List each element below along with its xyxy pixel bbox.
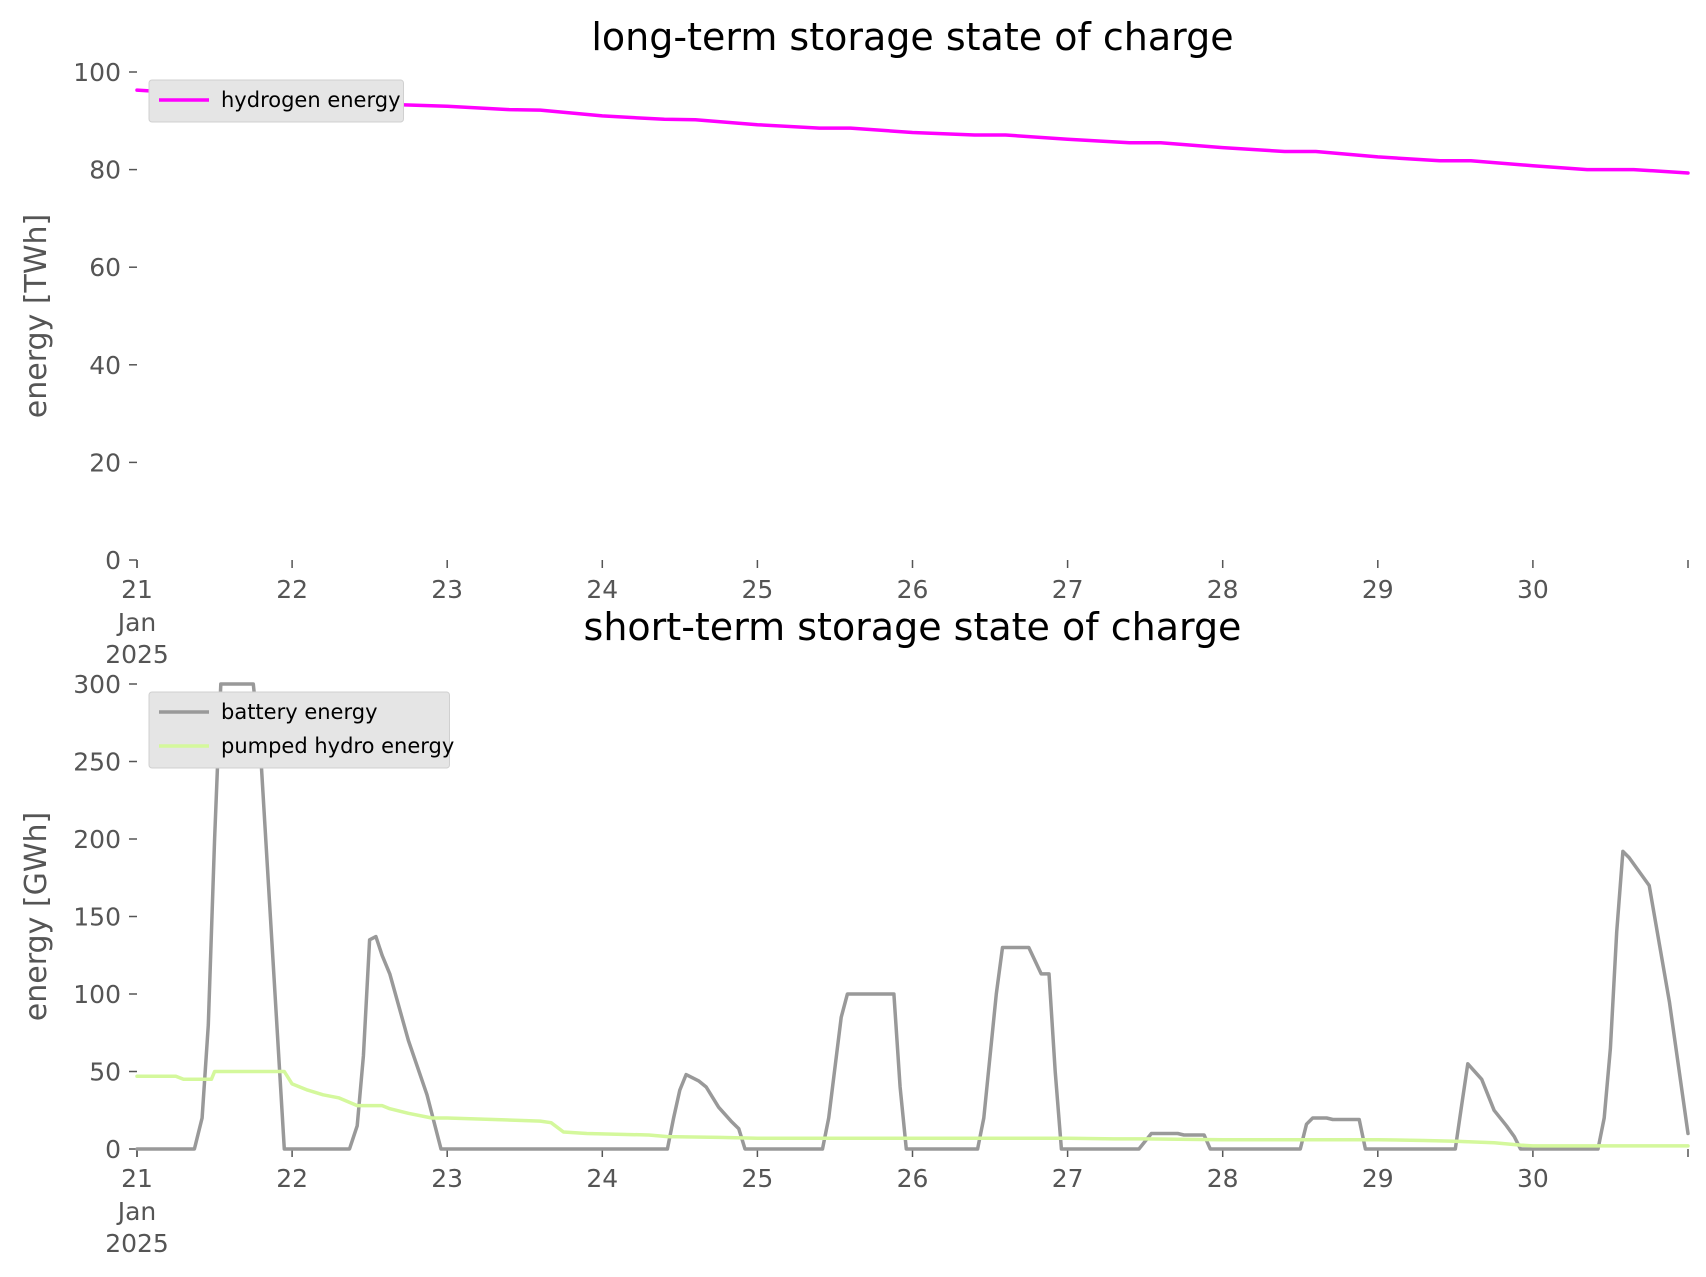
short-term-chart-panel: short-term storage state of charge energy…: [19, 605, 1690, 1258]
short-term-y-tick-label: 150: [73, 903, 121, 932]
short-term-y-tick-label: 100: [73, 980, 121, 1009]
short-term-legend: battery energy pumped hydro energy: [148, 691, 454, 769]
short-term-x-tick-label: 21: [121, 1164, 153, 1193]
long-term-legend-box: [148, 79, 404, 123]
short-term-x-tick-date-label: Jan: [116, 1197, 157, 1226]
long-term-x-tick-label: 27: [1052, 575, 1084, 604]
long-term-chart-title: long-term storage state of charge: [591, 15, 1233, 59]
short-term-legend-label: battery energy: [221, 700, 378, 724]
short-term-y-tick-label: 50: [89, 1058, 121, 1087]
long-term-x-tick-date-label: 2025: [105, 640, 169, 669]
long-term-y-tick-label: 0: [105, 546, 121, 575]
long-term-y-axis-label: energy [TWh]: [19, 214, 54, 418]
short-term-x-tick-label: 30: [1517, 1164, 1549, 1193]
long-term-legend-label: hydrogen energy: [221, 88, 401, 112]
long-term-x-tick-label: 24: [586, 575, 618, 604]
short-term-chart-title: short-term storage state of charge: [584, 605, 1242, 649]
short-term-y-tick-label: 300: [73, 670, 121, 699]
long-term-x-tick-label: 30: [1517, 575, 1549, 604]
short-term-y-axis-label: energy [GWh]: [19, 812, 54, 1021]
long-term-x-tick-label: 23: [431, 575, 463, 604]
short-term-y-tick-label: 0: [105, 1135, 121, 1164]
short-term-x-tick-date-label: 2025: [105, 1229, 169, 1258]
long-term-series-line-1: [135, 88, 1690, 175]
short-term-y-tick-label: 250: [73, 748, 121, 777]
long-term-x-tick-label: 26: [897, 575, 929, 604]
short-term-x-tick-label: 26: [897, 1164, 929, 1193]
short-term-x-tick-label: 29: [1362, 1164, 1394, 1193]
long-term-chart-panel: long-term storage state of charge energy …: [19, 15, 1690, 669]
short-term-legend-box: [148, 691, 450, 769]
short-term-x-tick-label: 28: [1207, 1164, 1239, 1193]
short-term-series-line-1: [135, 682, 1690, 1151]
long-term-y-tick-label: 80: [89, 156, 121, 185]
short-term-x-tick-label: 27: [1052, 1164, 1084, 1193]
long-term-y-tick-label: 20: [89, 448, 121, 477]
long-term-y-tick-label: 100: [73, 58, 121, 87]
long-term-x-tick-label: 28: [1207, 575, 1239, 604]
long-term-x-tick-label: 22: [276, 575, 308, 604]
long-term-y-tick-label: 60: [89, 253, 121, 282]
short-term-x-tick-label: 23: [431, 1164, 463, 1193]
long-term-y-tick-label: 40: [89, 351, 121, 380]
long-term-legend: hydrogen energy: [148, 79, 404, 123]
short-term-x-tick-label: 22: [276, 1164, 308, 1193]
long-term-x-tick-date-label: Jan: [116, 608, 157, 637]
long-term-x-tick-label: 29: [1362, 575, 1394, 604]
short-term-y-tick-label: 200: [73, 825, 121, 854]
long-term-x-tick-label: 21: [121, 575, 153, 604]
short-term-x-tick-label: 24: [586, 1164, 618, 1193]
long-term-x-tick-label: 25: [741, 575, 773, 604]
short-term-series-line-2: [135, 1069, 1690, 1148]
short-term-x-tick-label: 25: [741, 1164, 773, 1193]
short-term-legend-label: pumped hydro energy: [221, 734, 454, 758]
